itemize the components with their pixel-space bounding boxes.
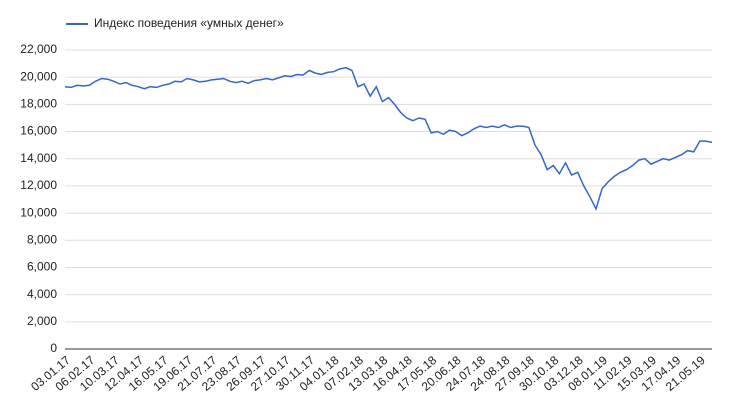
y-tick-label: 2,000: [27, 314, 57, 328]
y-tick-label: 20,000: [20, 69, 57, 83]
legend-label: Индекс поведения «умных денег»: [94, 16, 284, 30]
y-tick-label: 12,000: [20, 178, 57, 192]
y-tick-label: 4,000: [27, 287, 57, 301]
y-tick-label: 0: [50, 341, 57, 355]
y-tick-label: 18,000: [20, 97, 57, 111]
y-tick-label: 22,000: [20, 42, 57, 56]
series-line: [64, 66, 713, 212]
y-tick-label: 6,000: [27, 260, 57, 274]
y-tick-label: 8,000: [27, 232, 57, 246]
y-tick-label: 14,000: [20, 151, 57, 165]
y-tick-label: 10,000: [20, 205, 57, 219]
y-tick-label: 16,000: [20, 124, 57, 138]
